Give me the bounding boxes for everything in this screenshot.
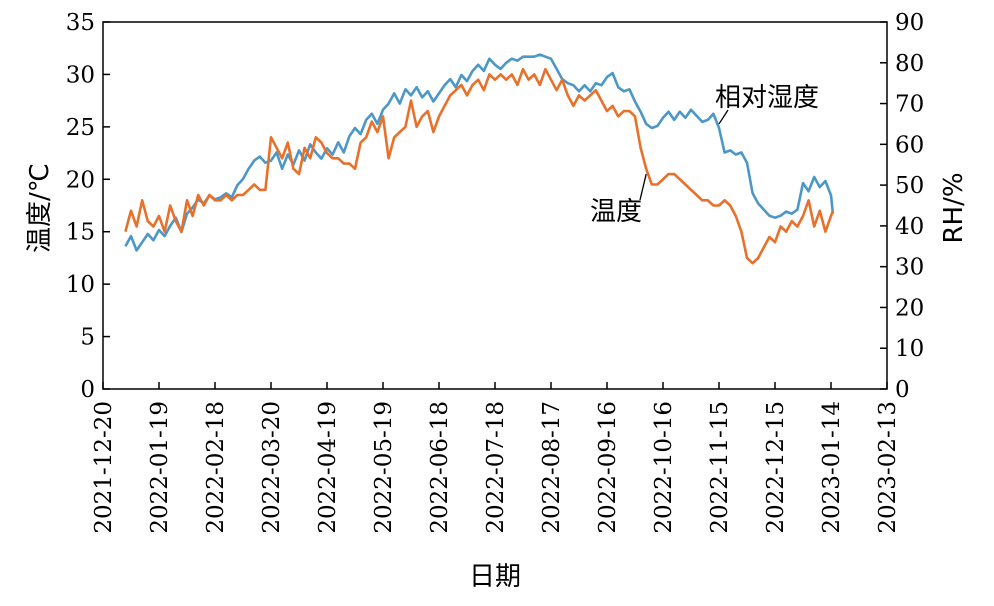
y-left-tick-label: 0 xyxy=(80,377,95,403)
x-tick-label: 2022-07-18 xyxy=(483,401,509,534)
x-tick-label: 2022-10-16 xyxy=(651,401,677,534)
y-right-tick-label: 50 xyxy=(895,173,924,199)
series-layer xyxy=(124,53,835,265)
y-right-tick-label: 60 xyxy=(895,132,924,158)
x-tick-label: 2022-12-15 xyxy=(763,401,789,534)
x-tick-label: 2022-06-18 xyxy=(427,401,453,534)
y-axis-right: 0 10 20 30 40 50 60 70 80 90 xyxy=(880,10,924,403)
y-left-tick-label: 25 xyxy=(66,115,95,141)
x-tick-label: 2021-12-20 xyxy=(91,401,117,534)
y-left-tick-label: 15 xyxy=(66,220,95,246)
x-axis-title: 日期 xyxy=(469,562,521,592)
y-right-tick-label: 10 xyxy=(895,336,924,362)
y-axis-right-title: RH/% xyxy=(939,172,969,243)
temperature-line xyxy=(124,67,835,265)
x-tick-label: 2022-09-16 xyxy=(595,401,621,534)
x-tick-label: 2022-03-20 xyxy=(259,401,285,534)
y-left-tick-label: 10 xyxy=(66,272,95,298)
y-left-tick-label: 5 xyxy=(80,325,95,351)
x-tick-label: 2022-01-19 xyxy=(147,401,173,534)
plot-frame xyxy=(102,21,888,390)
x-tick-label: 2023-01-14 xyxy=(819,401,845,534)
x-tick-label: 2022-05-19 xyxy=(371,401,397,534)
y-right-tick-label: 40 xyxy=(895,214,924,240)
y-right-tick-label: 70 xyxy=(895,92,924,118)
y-right-tick-label: 0 xyxy=(895,377,910,403)
y-axis-left-title: 温度/℃ xyxy=(25,163,55,253)
x-tick-label: 2022-02-18 xyxy=(203,401,229,534)
x-tick-label: 2022-11-15 xyxy=(707,401,733,534)
x-tick-label: 2022-08-17 xyxy=(539,401,565,534)
annotation-leader xyxy=(718,109,729,125)
annotation-label: 温度 xyxy=(590,197,642,227)
x-tick-label: 2023-02-13 xyxy=(875,401,901,534)
y-left-tick-label: 35 xyxy=(66,10,95,36)
y-left-tick-label: 30 xyxy=(66,62,95,88)
annotation-leader xyxy=(639,173,647,201)
annotation-label: 相对湿度 xyxy=(715,83,819,113)
y-right-tick-label: 90 xyxy=(895,10,924,36)
y-right-tick-label: 30 xyxy=(895,255,924,281)
y-axis-left: 0 5 10 15 20 25 30 35 xyxy=(66,10,110,403)
humidity-line xyxy=(124,53,835,252)
x-axis: 2021-12-20 2022-01-19 2022-02-18 2022-03-20… xyxy=(91,382,901,534)
y-right-tick-label: 80 xyxy=(895,51,924,77)
x-tick-label: 2022-04-19 xyxy=(315,401,341,534)
y-right-tick-label: 20 xyxy=(895,295,924,321)
y-left-tick-label: 20 xyxy=(66,167,95,193)
